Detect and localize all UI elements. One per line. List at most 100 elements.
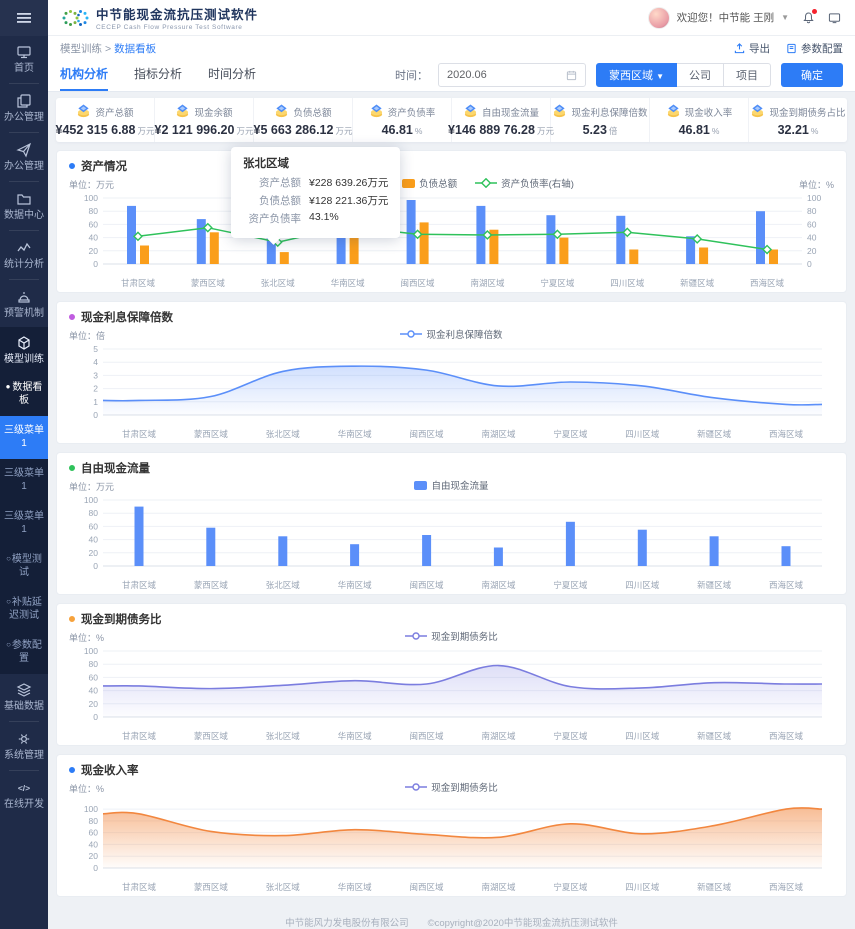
svg-text:南湖区域: 南湖区域	[470, 278, 505, 288]
menu-toggle-button[interactable]	[0, 0, 48, 36]
svg-text:四川区域: 四川区域	[625, 882, 660, 892]
submenu-item-level3-1[interactable]: 三级菜单1	[0, 416, 48, 459]
divider	[9, 279, 39, 280]
breadcrumb-parent[interactable]: 模型训练	[60, 43, 102, 55]
svg-text:40: 40	[89, 535, 99, 545]
chart-svg: 100 80 60 40 20 0 甘肃区域 蒙西区域 张北区域 华南区域 闽西区域 南湖区域 宁夏区域…	[84, 646, 823, 741]
svg-text:四川区域: 四川区域	[610, 278, 645, 288]
free-cash-flow-chart-canvas[interactable]: 单位：万元 自由现金流量 100 80 60 40 20 0 甘肃区域 蒙西区域 张北区域 华南区域 闽…	[69, 478, 834, 592]
avatar[interactable]	[647, 6, 670, 29]
submenu-item-level3-3[interactable]: 三级菜单1	[4, 511, 44, 535]
dashboard-content: 资产总额 ¥452 315 6.88 万元 现金余额 ¥2 121 996.20 万元 负债…	[48, 92, 855, 929]
unit-label: 单位：万元	[69, 482, 115, 492]
date-input[interactable]: 2020.06	[438, 63, 587, 87]
svg-text:甘肃区域: 甘肃区域	[122, 882, 157, 892]
divider	[9, 83, 39, 84]
sidebar-item-statistics[interactable]: 统计分析	[0, 232, 48, 278]
asset-chart-canvas[interactable]: 单位：万元资产总额负债总额资产负债率(右轴)单位：%10080604020010…	[69, 176, 834, 290]
submenu-item-model-test[interactable]: ○模型测试	[6, 554, 42, 578]
sidebar-item-online-dev[interactable]: </> 在线开发	[0, 772, 48, 818]
svg-text:蒙西区域: 蒙西区域	[194, 429, 229, 439]
notification-bell-icon[interactable]	[802, 9, 817, 24]
svg-text:0: 0	[807, 259, 812, 269]
sidebar-item-office-mgmt[interactable]: 办公管理	[0, 85, 48, 131]
logo-dots-icon	[62, 9, 89, 26]
tab-indicator-analysis[interactable]: 指标分析	[134, 67, 183, 81]
svg-text:3: 3	[93, 370, 98, 380]
asset-chart-icon	[69, 163, 75, 169]
export-button[interactable]: 导出	[734, 41, 770, 56]
svg-text:华南区域: 华南区域	[331, 278, 366, 288]
svg-text:四川区域: 四川区域	[625, 731, 660, 741]
divider	[9, 132, 39, 133]
svg-text:西海区域: 西海区域	[769, 882, 804, 892]
svg-text:闽西区域: 闽西区域	[410, 429, 445, 439]
divider	[9, 181, 39, 182]
svg-text:闽西区域: 闽西区域	[410, 731, 445, 741]
param-config-button[interactable]: 参数配置	[786, 41, 843, 56]
legend-item[interactable]: 自由现金流量	[414, 478, 489, 492]
interest-coverage-chart-canvas[interactable]: 单位：倍 现金利息保障倍数 5 4 3 2 1 0 甘肃区域 蒙西区域 张北区域 华南区域 闽西区域 南湖…	[69, 327, 834, 441]
cash-income-chart-canvas[interactable]: 单位：% 现金到期债务比 100 80 60 40 20 0 甘肃区域 蒙西区域 张北区域 华南区域 闽…	[69, 780, 834, 894]
sidebar-item-alert[interactable]: 预警机制	[0, 281, 48, 327]
svg-text:40: 40	[89, 686, 99, 696]
interest-coverage-chart-icon	[69, 314, 75, 320]
tab-time-analysis[interactable]: 时间分析	[208, 67, 257, 81]
submenu-item-subsidy-delay-test[interactable]: ○补贴延迟测试	[6, 597, 42, 621]
sidebar: 首页 办公管理 办公管理 数据中心 统计分析 预警机制 模型训练 ● 数据看板 三…	[0, 0, 48, 929]
sidebar-item-home[interactable]: 首页	[0, 36, 48, 82]
svg-text:60: 60	[89, 521, 99, 531]
divider	[9, 770, 39, 771]
project-button[interactable]: 项目	[724, 63, 771, 87]
sidebar-item-data-center[interactable]: 数据中心	[0, 183, 48, 229]
chevron-down-icon[interactable]: ▼	[781, 13, 789, 22]
maturing-debt-chart-canvas[interactable]: 单位：% 现金到期债务比 100 80 60 40 20 0 甘肃区域 蒙西区域 张北区域 华南区域 闽…	[69, 629, 834, 743]
submenu-item-dashboard[interactable]: ● 数据看板	[5, 382, 43, 406]
svg-text:100: 100	[807, 193, 821, 203]
svg-text:南湖区域: 南湖区域	[481, 580, 516, 590]
tab-institution-analysis[interactable]: 机构分析	[60, 65, 109, 91]
user-area: 欢迎您！中节能 王刚 ▼	[647, 6, 841, 29]
company-button[interactable]: 公司	[677, 63, 724, 87]
chart-title: 现金利息保障倍数	[81, 312, 173, 324]
svg-text:甘肃区域: 甘肃区域	[121, 278, 156, 288]
legend-item[interactable]: 资产负债率(右轴)	[475, 176, 574, 190]
kpi-card: 负债总额 ¥5 663 286.12 万元	[254, 98, 353, 142]
region-select[interactable]: 蒙西区域 ▼	[596, 63, 677, 87]
cash-interest-coverage-icon	[552, 103, 567, 121]
svg-text:4: 4	[93, 357, 98, 367]
fullscreen-icon[interactable]	[828, 12, 841, 24]
svg-text:华南区域: 华南区域	[338, 580, 373, 590]
sidebar-item-system-mgmt[interactable]: 系统管理	[0, 723, 48, 769]
free-cash-flow-icon	[463, 103, 478, 121]
svg-text:40: 40	[89, 233, 99, 243]
chart-card-maturing-debt: 现金到期债务比 单位：% 现金到期债务比 100 80 60 40 20 0 甘肃区域 蒙西区域 张…	[56, 603, 847, 746]
siren-icon	[18, 292, 30, 303]
legend-item[interactable]: 负债总额	[402, 176, 457, 190]
submenu-item-level3-2[interactable]: 三级菜单1	[4, 468, 44, 492]
gear-icon	[18, 734, 30, 744]
kpi-card: 现金利息保障倍数 5.23 倍	[551, 98, 650, 142]
svg-text:闽西区域: 闽西区域	[410, 580, 445, 590]
svg-text:西海区域: 西海区域	[750, 278, 785, 288]
app-logo: 中节能现金流抗压测试软件 CECEP Cash Flow Pressure Te…	[62, 4, 258, 31]
chevron-down-icon: ▼	[656, 72, 664, 81]
svg-text:闽西区域: 闽西区域	[410, 882, 445, 892]
sidebar-item-model-training[interactable]: 模型训练	[0, 327, 48, 373]
unit-label: 单位：万元	[69, 180, 115, 190]
legend-item[interactable]: 现金利息保障倍数	[400, 327, 503, 341]
legend-item[interactable]: 现金到期债务比	[405, 629, 498, 643]
sidebar-item-office-send[interactable]: 办公管理	[0, 134, 48, 180]
submenu-item-param-config[interactable]: ○参数配置	[6, 640, 42, 664]
legend-item[interactable]: 现金到期债务比	[405, 780, 498, 794]
svg-text:西海区域: 西海区域	[769, 580, 804, 590]
confirm-button[interactable]: 确定	[781, 63, 843, 87]
unit-label: 单位：倍	[69, 331, 106, 341]
free-cash-flow-chart-icon	[69, 465, 75, 471]
breadcrumb-current: 数据看板	[114, 43, 157, 55]
svg-text:80: 80	[89, 659, 99, 669]
svg-text:0: 0	[93, 712, 98, 722]
svg-text:张北区域: 张北区域	[266, 731, 301, 741]
sidebar-item-base-data[interactable]: 基础数据	[0, 674, 48, 720]
liabilities-total-icon	[274, 103, 289, 121]
